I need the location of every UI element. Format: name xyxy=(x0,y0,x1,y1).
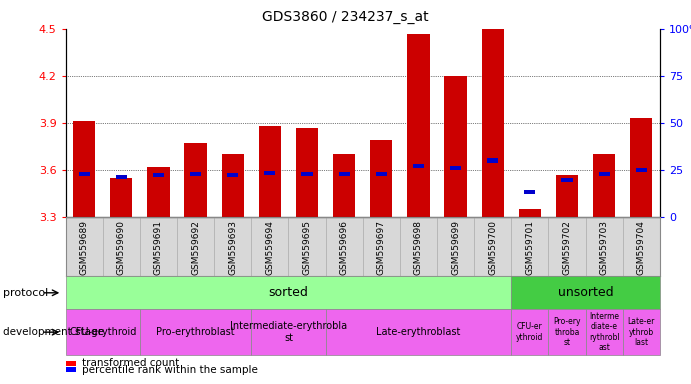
Bar xyxy=(482,29,504,217)
Text: protocol: protocol xyxy=(3,288,48,298)
Bar xyxy=(184,143,207,217)
Text: CFU-erythroid: CFU-erythroid xyxy=(69,327,137,337)
Bar xyxy=(116,175,127,179)
Text: Intermediate-erythrobla
st: Intermediate-erythrobla st xyxy=(230,321,347,343)
Bar xyxy=(73,121,95,217)
Bar xyxy=(630,118,652,217)
Bar xyxy=(79,172,90,176)
Bar xyxy=(593,154,615,217)
Text: Pro-erythroblast: Pro-erythroblast xyxy=(156,327,235,337)
Bar xyxy=(190,172,201,176)
Bar xyxy=(556,175,578,217)
Bar xyxy=(222,154,244,217)
Bar xyxy=(598,172,609,176)
Text: CFU-er
ythroid: CFU-er ythroid xyxy=(516,323,544,342)
Bar xyxy=(524,190,536,194)
Bar xyxy=(487,159,498,162)
Text: Late-erythroblast: Late-erythroblast xyxy=(377,327,461,337)
Bar xyxy=(265,171,276,175)
Bar xyxy=(153,173,164,177)
Bar xyxy=(444,76,466,217)
Bar xyxy=(370,140,392,217)
Text: GDS3860 / 234237_s_at: GDS3860 / 234237_s_at xyxy=(262,10,429,23)
Text: sorted: sorted xyxy=(269,286,308,299)
Text: Pro-ery
throba
st: Pro-ery throba st xyxy=(553,317,581,347)
Text: transformed count: transformed count xyxy=(82,358,179,368)
Bar xyxy=(376,172,387,176)
Bar xyxy=(227,173,238,177)
Bar xyxy=(519,209,541,217)
Bar xyxy=(407,33,430,217)
Bar xyxy=(413,164,424,168)
Text: Late-er
ythrob
last: Late-er ythrob last xyxy=(627,317,655,347)
Text: development stage: development stage xyxy=(3,327,104,337)
Bar xyxy=(333,154,355,217)
Bar xyxy=(636,168,647,172)
Bar xyxy=(339,172,350,176)
Text: percentile rank within the sample: percentile rank within the sample xyxy=(82,365,258,375)
Bar xyxy=(450,166,461,170)
Bar xyxy=(296,127,318,217)
Bar xyxy=(301,172,312,176)
Bar xyxy=(110,178,133,217)
Text: Interme
diate-e
rythrobl
ast: Interme diate-e rythrobl ast xyxy=(589,312,620,352)
Bar xyxy=(562,178,573,182)
Bar xyxy=(258,126,281,217)
Bar xyxy=(147,167,169,217)
Text: unsorted: unsorted xyxy=(558,286,614,299)
